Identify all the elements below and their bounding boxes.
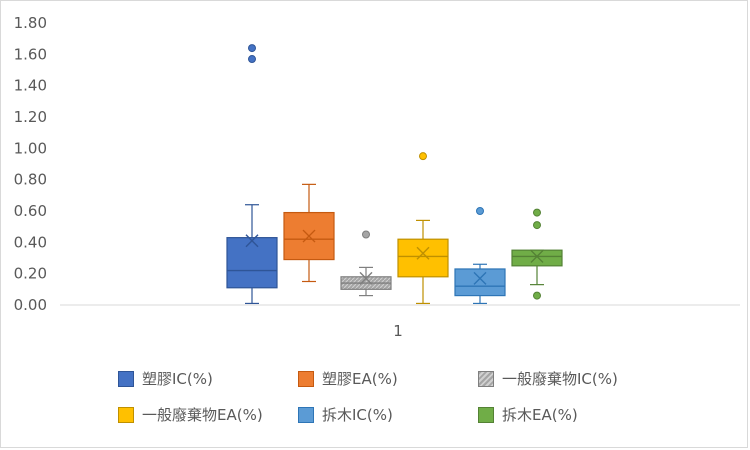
outlier-point [533, 208, 541, 217]
mean-marker [245, 234, 259, 248]
box-series-2 [283, 183, 335, 283]
y-tick-label: 1.60 [14, 45, 47, 63]
mean-marker [530, 249, 544, 263]
box-series-group [226, 44, 563, 305]
y-tick-label: 1.80 [14, 14, 47, 32]
y-tick-label: 0.40 [14, 233, 47, 251]
y-tick-label: 0.60 [14, 202, 47, 220]
box-iqr [454, 268, 506, 297]
mean-marker [416, 246, 430, 260]
box-series-5 [454, 207, 506, 305]
y-tick-label: 1.20 [14, 108, 47, 126]
box-series-3 [340, 230, 392, 297]
x-axis: 1 [60, 304, 740, 340]
box-iqr [511, 249, 563, 267]
mean-marker [302, 229, 316, 243]
mean-marker [359, 271, 373, 285]
box-iqr [226, 237, 278, 289]
outlier-point [533, 221, 541, 230]
box-iqr [397, 238, 449, 278]
outlier-point [248, 44, 256, 53]
outlier-point [248, 55, 256, 64]
outlier-point [419, 152, 427, 161]
y-tick-label: 1.00 [14, 139, 47, 157]
box-series-1 [226, 44, 278, 305]
y-tick-label: 1.40 [14, 77, 47, 95]
mean-marker [473, 271, 487, 285]
box-series-6 [511, 208, 563, 300]
outlier-point [533, 291, 541, 300]
x-tick-label: 1 [393, 322, 403, 340]
y-tick-label: 0.20 [14, 265, 47, 283]
outlier-point [362, 230, 370, 239]
y-axis: 0.00 0.20 0.40 0.60 0.80 1.00 1.20 1.40 1.60 1.80 [14, 14, 47, 314]
y-tick-label: 0.00 [14, 296, 47, 314]
box-series-4 [397, 152, 449, 305]
outlier-point [476, 207, 484, 215]
y-tick-label: 0.80 [14, 171, 47, 189]
